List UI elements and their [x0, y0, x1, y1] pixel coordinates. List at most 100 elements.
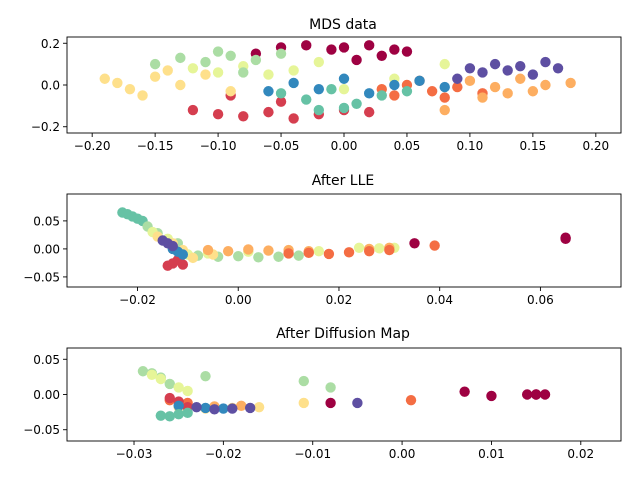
lle-ytick-label-2: 0.05: [33, 214, 60, 228]
mds-point-s0-2: [326, 44, 337, 55]
mds-ytick-label-2: 0.2: [41, 37, 60, 51]
lle-xtick-label-3: 0.04: [426, 293, 453, 307]
lle-point-s7-2: [560, 233, 571, 245]
mds-points: [99, 40, 576, 124]
mds-point-s3-5: [502, 88, 513, 99]
mds-point-s7-7: [313, 104, 325, 116]
mds-point-s9-1: [489, 58, 501, 70]
mds-point-s0-1: [301, 40, 312, 51]
mds-xtick-label-2: −0.10: [200, 139, 237, 153]
lle-point-s5-6: [429, 240, 440, 251]
mds-point-s7-4: [376, 90, 387, 101]
mds-point-s0-6: [401, 46, 413, 57]
mds-point-s3-1: [489, 81, 501, 93]
mds-point-s9-5: [502, 65, 513, 76]
mds-point-s6-0: [149, 58, 161, 70]
diffusion-ytick-label-2: 0.05: [33, 353, 60, 367]
mds-point-s0-3: [338, 42, 350, 53]
mds-point-s8-3: [363, 88, 375, 99]
mds-point-s8-0: [288, 77, 299, 89]
diffusion-xtick-label-1: −0.02: [205, 447, 242, 461]
mds-point-s1-0: [187, 104, 199, 116]
lle-ticks: −0.02 0.00 0.02 0.04 0.06 −0.05 0.00 0.05: [23, 214, 554, 307]
mds-point-s6-5: [275, 48, 287, 59]
diffusion-xtick-label-3: 0.00: [389, 447, 416, 461]
mds-axes-frame: [66, 36, 622, 134]
mds-point-s0-8: [376, 50, 387, 61]
mds-point-s9-8: [452, 73, 463, 84]
mds-point-s9-2: [515, 61, 526, 72]
diffusion-point-s9-0: [155, 410, 167, 421]
mds-point-s4-1: [124, 83, 136, 95]
mds-point-s4-8: [112, 77, 123, 89]
mds-point-s0-5: [389, 44, 400, 55]
lle-point-s4-0: [202, 244, 214, 256]
mds-point-s3-3: [540, 79, 551, 91]
mds-point-s5-5: [338, 83, 350, 95]
mds-point-s7-1: [301, 94, 312, 105]
mds-point-s3-7: [439, 104, 450, 116]
diffusion-point-s1-2: [173, 382, 184, 393]
mds-point-s2-2: [426, 86, 438, 97]
lle-point-s6-3: [177, 259, 189, 270]
mds-title: MDS data: [309, 17, 377, 33]
lle-xtick-label-0: −0.02: [119, 293, 156, 307]
lle-ytick-label-1: 0.00: [33, 242, 60, 256]
mds-point-s1-3: [263, 106, 274, 118]
mds-point-s4-7: [162, 65, 173, 76]
mds-xtick-label-6: 0.10: [457, 139, 484, 153]
diffusion-point-s0-6: [325, 382, 336, 393]
lle-point-s1-6: [253, 252, 264, 263]
mds-xtick-label-4: 0.00: [331, 139, 358, 153]
mds-point-s1-1: [212, 109, 224, 120]
mds-xtick-label-3: −0.05: [263, 139, 300, 153]
diffusion-axes-frame: [66, 347, 622, 442]
lle-point-s4-3: [263, 245, 274, 256]
diffusion-point-s8-2: [227, 403, 238, 414]
mds-point-s5-3: [263, 69, 274, 80]
lle-ytick-label-0: −0.05: [23, 270, 60, 284]
lle-title: After LLE: [312, 173, 375, 189]
diffusion-point-s5-0: [164, 392, 175, 404]
diffusion-point-s9-1: [164, 411, 175, 422]
mds-point-s1-7: [363, 106, 375, 118]
diffusion-point-s2-3: [253, 401, 265, 413]
mds-point-s9-4: [477, 67, 488, 78]
mds-point-s7-2: [326, 83, 337, 95]
mds-point-s7-3: [351, 98, 362, 109]
mds-xtick-label-5: 0.05: [394, 139, 421, 153]
diffusion-point-s7-1: [200, 402, 211, 414]
mds-point-s7-5: [401, 86, 413, 97]
mds-point-s3-4: [565, 77, 576, 89]
diffusion-point-s8-1: [209, 404, 220, 415]
diffusion-point-s6-1: [459, 386, 470, 397]
diffusion-point-s0-3: [164, 378, 175, 390]
diffusion-point-s3-2: [236, 400, 247, 411]
mds-point-s4-3: [175, 79, 186, 91]
mds-xtick-label-7: 0.15: [520, 139, 547, 153]
mds-point-s0-9: [351, 54, 362, 66]
lle-point-s5-5: [384, 244, 395, 256]
mds-point-s1-4: [288, 113, 299, 124]
mds-point-s8-6: [439, 81, 450, 93]
lle-point-s5-0: [283, 248, 294, 259]
lle-points: [117, 207, 571, 271]
lle-point-s5-4: [363, 245, 375, 257]
mds-point-s8-1: [313, 83, 325, 95]
diffusion-xtick-label-0: −0.03: [116, 447, 153, 461]
mds-point-s8-5: [414, 75, 425, 87]
mds-point-s5-4: [288, 65, 299, 76]
lle-xtick-label-2: 0.02: [326, 293, 353, 307]
mds-point-s3-0: [464, 75, 476, 87]
mds-ytick-label-1: 0.0: [41, 79, 60, 93]
mds-ticks: −0.20 −0.15 −0.10 −0.05 0.00 0.05 0.10 0.15 0.20…: [31, 37, 609, 153]
lle-axes-frame: [66, 193, 622, 288]
diffusion-point-s9-2: [173, 409, 184, 420]
diffusion-subplot: After Diffusion Map −0.03 −0.02 −0.01 0.00 0…: [23, 326, 622, 461]
mds-point-s9-6: [527, 69, 539, 80]
mds-point-s1-2: [238, 111, 249, 122]
diffusion-point-s8-3: [244, 402, 256, 414]
lle-point-s5-3: [343, 247, 355, 258]
